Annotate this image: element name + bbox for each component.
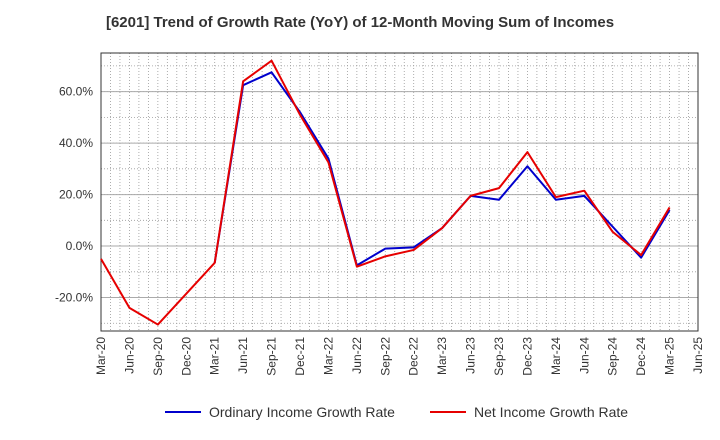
x-tick-label: Sep-20 xyxy=(151,337,165,376)
x-tick-label: Dec-22 xyxy=(407,337,421,376)
chart-title: [6201] Trend of Growth Rate (YoY) of 12-… xyxy=(105,14,615,31)
y-tick-label: 40.0% xyxy=(59,136,93,150)
x-tick-label: Jun-25 xyxy=(691,337,705,374)
x-tick-label: Jun-21 xyxy=(236,337,250,374)
x-tick-label: Mar-20 xyxy=(94,337,108,375)
legend-label-ordinary-income: Ordinary Income Growth Rate xyxy=(209,404,395,420)
x-tick-label: Sep-24 xyxy=(606,337,620,376)
x-tick-label: Mar-25 xyxy=(663,337,677,375)
legend: Ordinary Income Growth Rate Net Income G… xyxy=(0,404,720,426)
plot-border xyxy=(100,52,699,332)
x-tick-label: Jun-24 xyxy=(577,337,591,374)
legend-item-ordinary-income: Ordinary Income Growth Rate xyxy=(165,404,395,420)
x-tick-label: Mar-21 xyxy=(208,337,222,375)
legend-item-net-income: Net Income Growth Rate xyxy=(430,404,628,420)
legend-swatch-red xyxy=(430,411,466,413)
x-tick-label: Jun-23 xyxy=(464,337,478,374)
x-tick-label: Jun-20 xyxy=(122,337,136,374)
x-tick-label: Sep-22 xyxy=(378,337,392,376)
x-tick-label: Dec-23 xyxy=(520,337,534,376)
legend-swatch-blue xyxy=(165,411,201,413)
y-tick-label: 60.0% xyxy=(59,85,93,99)
y-tick-label: 0.0% xyxy=(66,239,94,253)
x-tick-label: Mar-22 xyxy=(321,337,335,375)
x-tick-label: Sep-23 xyxy=(492,337,506,376)
y-tick-label: 20.0% xyxy=(59,188,93,202)
x-tick-label: Jun-22 xyxy=(350,337,364,374)
x-tick-label: Sep-21 xyxy=(265,337,279,376)
x-tick-label: Dec-20 xyxy=(179,337,193,376)
x-tick-label: Dec-21 xyxy=(293,337,307,376)
legend-label-net-income: Net Income Growth Rate xyxy=(474,404,629,420)
x-tick-label: Mar-24 xyxy=(549,337,563,375)
x-tick-label: Mar-23 xyxy=(435,337,449,375)
series-line-net-income xyxy=(100,59,671,326)
x-tick-label: Dec-24 xyxy=(634,337,648,376)
y-tick-label: -20.0% xyxy=(55,291,93,305)
